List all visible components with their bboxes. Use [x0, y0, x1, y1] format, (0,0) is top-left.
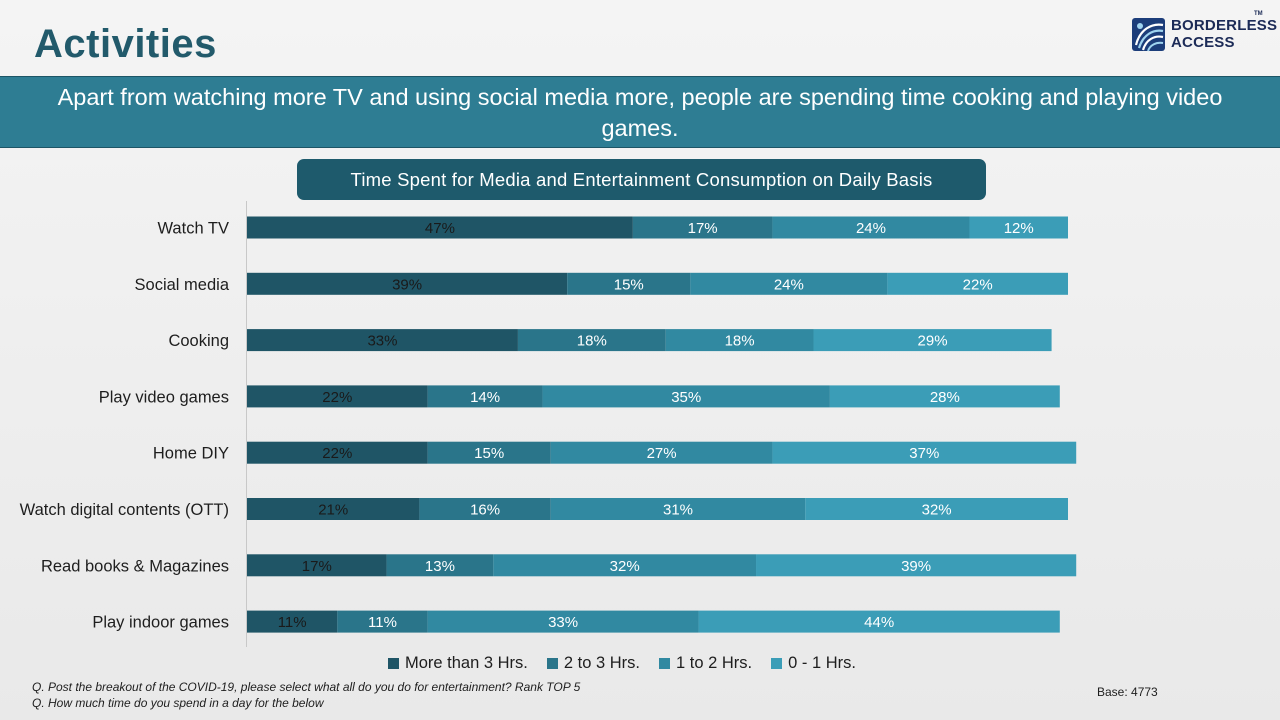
bar-segment-watch-tv-more-than-3-hrs [247, 216, 633, 239]
bar-value-label: 17% [302, 558, 332, 575]
bar-segment-watch-tv-0-1-hrs [969, 216, 1068, 239]
bar-value-label: 17% [688, 220, 718, 237]
legend-item-2-to-3-hrs: 2 to 3 Hrs. [546, 653, 641, 673]
bar-segment-social-media-more-than-3-hrs [247, 272, 568, 295]
bar-value-label: 33% [548, 614, 578, 631]
bar-value-label: 27% [647, 445, 677, 462]
category-label-play-video-games: Play video games [99, 388, 229, 406]
bar-value-label: 12% [1004, 220, 1034, 237]
legend-label: 1 to 2 Hrs. [676, 653, 753, 672]
bar-value-label: 16% [470, 502, 500, 519]
bar-value-label: 35% [671, 389, 701, 406]
bar-segment-cooking-1-to-2-hrs [665, 329, 814, 352]
bar-value-label: 29% [918, 333, 948, 350]
logo-emblem-icon [1132, 18, 1165, 52]
bar-segment-read-books-magazines-more-than-3-hrs [247, 554, 387, 577]
bar-segment-home-diy-2-to-3-hrs [427, 441, 551, 464]
chart-title: Time Spent for Media and Entertainment C… [297, 159, 986, 200]
question-note-2: Q. How much time do you spend in a day f… [32, 696, 324, 710]
legend-label: 2 to 3 Hrs. [563, 653, 641, 672]
bar-value-label: 47% [425, 220, 455, 237]
category-label-watch-tv: Watch TV [157, 220, 229, 238]
bar-value-label: 21% [318, 502, 348, 519]
bar-segment-play-indoor-games-0-1-hrs [698, 610, 1060, 633]
bar-segment-watch-digital-contents-ott-0-1-hrs [805, 498, 1068, 520]
bar-value-label: 14% [470, 389, 500, 406]
legend-label: 0 - 1 Hrs. [788, 653, 856, 672]
logo-line-1: BORDERLESS [1171, 17, 1278, 34]
legend-item-1-to-2-hrs: 1 to 2 Hrs. [659, 654, 752, 673]
logo-line-2: ACCESS [1171, 34, 1235, 51]
bar-segment-cooking-2-to-3-hrs [517, 329, 666, 352]
bar-segment-watch-digital-contents-ott-2-to-3-hrs [419, 498, 551, 520]
chart-legend: More than 3 Hrs. 2 to 3 Hrs. 1 to 2 Hrs. 0 … [388, 652, 875, 674]
bar-segment-watch-tv-1-to-2-hrs [772, 216, 970, 239]
legend-item-0-1-hrs: 0 - 1 Hrs. [771, 654, 856, 673]
logo-text: BORDERLESS ACCESS [1171, 17, 1277, 51]
category-label-cooking: Cooking [168, 332, 229, 350]
bar-segment-social-media-2-to-3-hrs [567, 272, 691, 295]
bar-segment-read-books-magazines-0-1-hrs [756, 554, 1077, 577]
bar-segment-social-media-0-1-hrs [887, 272, 1068, 295]
bar-segment-play-video-games-2-to-3-hrs [427, 385, 543, 408]
category-label-read-books-magazines: Read books & Magazines [41, 557, 229, 575]
category-label-watch-digital-contents-ott: Watch digital contents (OTT) [20, 501, 229, 519]
bar-segment-read-books-magazines-2-to-3-hrs [386, 554, 494, 577]
bar-segment-social-media-1-to-2-hrs [690, 272, 888, 295]
bar-value-label: 39% [901, 558, 931, 575]
bar-segment-watch-digital-contents-ott-more-than-3-hrs [247, 498, 420, 520]
legend-swatch [659, 657, 671, 669]
bar-value-label: 11% [368, 614, 397, 631]
bar-segment-home-diy-1-to-2-hrs [550, 441, 773, 464]
bar-segment-play-indoor-games-2-to-3-hrs [337, 610, 428, 633]
bar-segment-play-indoor-games-more-than-3-hrs [247, 610, 338, 633]
bar-value-label: 32% [610, 558, 640, 575]
bar-value-label: 33% [367, 333, 397, 350]
category-label-play-indoor-games: Play indoor games [92, 614, 229, 632]
bar-value-label: 22% [963, 276, 993, 293]
legend-swatch [771, 657, 783, 669]
bar-value-label: 32% [922, 502, 952, 519]
bar-segment-play-video-games-more-than-3-hrs [247, 385, 428, 408]
bar-segment-play-video-games-0-1-hrs [829, 385, 1060, 408]
bar-value-label: 24% [856, 220, 886, 237]
bar-value-label: 44% [864, 614, 894, 631]
question-notes: Q. Post the breakout of the COVID-19, pl… [32, 679, 580, 711]
bar-value-label: 15% [474, 445, 504, 462]
bar-segment-play-indoor-games-1-to-2-hrs [427, 610, 699, 633]
bar-segment-home-diy-0-1-hrs [772, 441, 1077, 464]
bar-segment-read-books-magazines-1-to-2-hrs [493, 554, 757, 577]
bar-segment-play-video-games-1-to-2-hrs [542, 385, 830, 408]
legend-item-more-than-3-hrs: More than 3 Hrs. [388, 654, 528, 673]
legend-swatch [388, 657, 399, 669]
bar-segment-watch-digital-contents-ott-1-to-2-hrs [550, 498, 806, 520]
question-note-1: Q. Post the breakout of the COVID-19, pl… [32, 680, 581, 694]
page-title: Activities [34, 22, 217, 66]
borderless-access-logo: BORDERLESS ACCESS TM [1130, 11, 1277, 57]
bar-value-label: 22% [322, 445, 352, 462]
trademark-mark: TM [1254, 11, 1263, 17]
bar-segment-cooking-0-1-hrs [813, 329, 1052, 352]
legend-swatch [546, 657, 558, 669]
bar-value-label: 22% [322, 389, 352, 406]
legend-label: More than 3 Hrs. [405, 653, 528, 672]
bar-value-label: 39% [392, 276, 422, 293]
category-label-home-diy: Home DIY [153, 445, 229, 463]
bar-value-label: 15% [614, 276, 644, 293]
category-label-social-media: Social media [135, 276, 230, 294]
base-size: Base: 4773 [1097, 685, 1158, 699]
bar-value-label: 28% [930, 389, 960, 406]
bar-value-label: 18% [577, 333, 607, 350]
bar-value-label: 37% [909, 445, 939, 462]
bar-segment-watch-tv-2-to-3-hrs [632, 216, 773, 239]
bar-segment-cooking-more-than-3-hrs [247, 329, 518, 352]
subtitle-banner: Apart from watching more TV and using so… [0, 76, 1280, 148]
bar-value-label: 13% [425, 558, 455, 575]
bar-value-label: 11% [278, 614, 307, 631]
bar-value-label: 31% [663, 502, 693, 519]
bar-value-label: 24% [774, 276, 804, 293]
bar-segment-home-diy-more-than-3-hrs [247, 441, 428, 464]
bar-value-label: 18% [725, 333, 755, 350]
